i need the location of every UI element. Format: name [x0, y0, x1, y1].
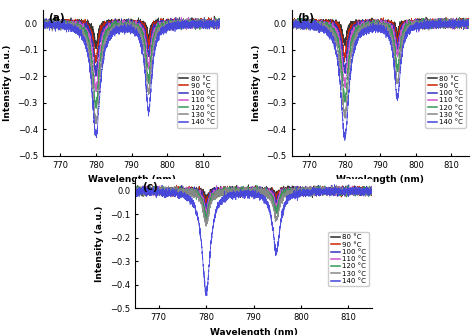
Y-axis label: Intensity (a.u.): Intensity (a.u.): [3, 45, 12, 121]
Y-axis label: Intensity (a.u.): Intensity (a.u.): [252, 45, 261, 121]
Legend: 80 °C, 90 °C, 100 °C, 110 °C, 120 °C, 130 °C, 140 °C: 80 °C, 90 °C, 100 °C, 110 °C, 120 °C, 13…: [328, 232, 369, 286]
Text: (b): (b): [297, 13, 314, 23]
X-axis label: Wavelength (nm): Wavelength (nm): [210, 328, 298, 335]
Text: (a): (a): [48, 13, 64, 23]
X-axis label: Wavelength (nm): Wavelength (nm): [337, 175, 424, 184]
Legend: 80 °C, 90 °C, 100 °C, 110 °C, 120 °C, 130 °C, 140 °C: 80 °C, 90 °C, 100 °C, 110 °C, 120 °C, 13…: [177, 73, 217, 128]
Legend: 80 °C, 90 °C, 100 °C, 110 °C, 120 °C, 130 °C, 140 °C: 80 °C, 90 °C, 100 °C, 110 °C, 120 °C, 13…: [426, 73, 466, 128]
Text: (c): (c): [142, 182, 158, 192]
Y-axis label: Intensity (a.u.): Intensity (a.u.): [95, 206, 104, 282]
X-axis label: Wavelength (nm): Wavelength (nm): [88, 175, 175, 184]
